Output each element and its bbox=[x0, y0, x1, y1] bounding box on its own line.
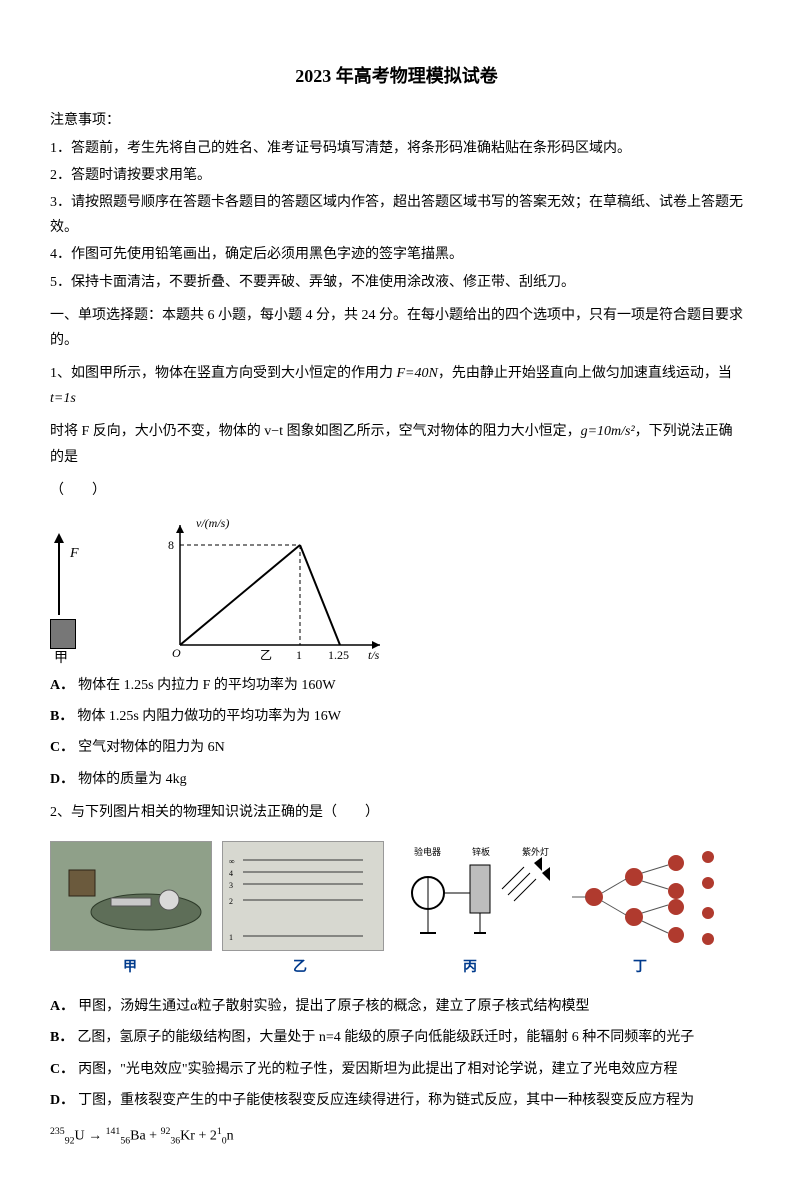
photoelectric-icon: 验电器 锌板 紫外灯 bbox=[394, 843, 554, 951]
q2-image-strip: ∞ 4 3 2 1 验电器 锌板 紫外灯 bbox=[50, 841, 743, 951]
panel-bing: 验电器 锌板 紫外灯 bbox=[394, 843, 554, 951]
svg-text:∞: ∞ bbox=[229, 857, 235, 866]
x-peak-label: 1 bbox=[296, 648, 302, 662]
svg-text:O: O bbox=[172, 646, 181, 660]
caption-bing: 丙 bbox=[390, 955, 550, 980]
x-axis-label: t/s bbox=[368, 648, 380, 662]
q1-choice-d: D． 物体的质量为 4kg bbox=[50, 767, 743, 792]
notice-item: 1．答题前，考生先将自己的姓名、准考证号码填写清楚，将条形码准确粘贴在条形码区域… bbox=[50, 136, 743, 161]
notice-item: 4．作图可先使用铅笔画出，确定后必须用黑色字迹的签字笔描黑。 bbox=[50, 242, 743, 267]
panel-jia bbox=[50, 841, 212, 951]
caption-jia: 甲 bbox=[50, 955, 210, 980]
vt-graph-icon: v/(m/s) t/s 8 O 1 1.25 乙 bbox=[150, 515, 390, 665]
choice-text: 乙图，氢原子的能级结构图，大量处于 n=4 能级的原子向低能级跃迁时，能辐射 6… bbox=[77, 1030, 694, 1045]
notice-item: 2．答题时请按要求用笔。 bbox=[50, 163, 743, 188]
q1-figures: F 甲 v/(m/s) t/s 8 O 1 1.25 乙 bbox=[50, 515, 743, 665]
q1-text: 时将 F 反向，大小仍不变，物体的 v−t 图象如图乙所示，空气对物体的阻力大小… bbox=[50, 424, 581, 439]
choice-text: 丁图，重核裂变产生的中子能使核裂变反应连续得进行，称为链式反应，其中一种核裂变反… bbox=[78, 1093, 694, 1108]
q2-choice-b: B． 乙图，氢原子的能级结构图，大量处于 n=4 能级的原子向低能级跃迁时，能辐射… bbox=[50, 1025, 743, 1050]
choice-text: 丙图，"光电效应"实验揭示了光的粒子性，爱因斯坦为此提出了相对论学说，建立了光电… bbox=[78, 1062, 677, 1077]
question-1-stem: 1、如图甲所示，物体在竖直方向受到大小恒定的作用力 F=40N，先由静止开始竖直… bbox=[50, 361, 743, 411]
choice-text: 甲图，汤姆生通过α粒子散射实验，提出了原子核的概念，建立了原子核式结构模型 bbox=[78, 999, 589, 1014]
question-2-stem: 2、与下列图片相关的物理知识说法正确的是（ ） bbox=[50, 800, 743, 825]
svg-text:4: 4 bbox=[229, 869, 233, 878]
svg-text:1: 1 bbox=[229, 933, 233, 942]
caption-ding: 丁 bbox=[560, 955, 720, 980]
notice-item: 3．请按照题号顺序在答题卡各题目的答题区域内作答，超出答题区域书写的答案无效；在… bbox=[50, 190, 743, 240]
choice-tag: A． bbox=[50, 678, 74, 693]
x-zero-label: 1.25 bbox=[328, 648, 349, 662]
choice-text: 物体 1.25s 内阻力做功的平均功率为为 16W bbox=[77, 709, 341, 724]
notice-item: 5．保持卡面清洁，不要折叠、不要弄破、弄皱，不准使用涂改液、修正带、刮纸刀。 bbox=[50, 270, 743, 295]
y-axis-label: v/(m/s) bbox=[196, 516, 229, 530]
svg-text:2: 2 bbox=[229, 897, 233, 906]
block-icon bbox=[50, 619, 76, 649]
caption-yi: 乙 bbox=[220, 955, 380, 980]
choice-tag: C． bbox=[50, 740, 74, 755]
choice-tag: B． bbox=[50, 709, 73, 724]
figure-yi: v/(m/s) t/s 8 O 1 1.25 乙 bbox=[150, 515, 390, 665]
figure-jia-caption: 甲 bbox=[54, 646, 68, 671]
figure-jia: F 甲 bbox=[50, 535, 120, 665]
notice-header: 注意事项： bbox=[50, 108, 743, 133]
y-peak-label: 8 bbox=[168, 538, 174, 552]
choice-text: 物体的质量为 4kg bbox=[78, 772, 187, 787]
q2-choice-c: C． 丙图，"光电效应"实验揭示了光的粒子性，爱因斯坦为此提出了相对论学说，建立了… bbox=[50, 1057, 743, 1082]
q1-t-expr: t=1s bbox=[50, 391, 76, 406]
q2-choice-a: A． 甲图，汤姆生通过α粒子散射实验，提出了原子核的概念，建立了原子核式结构模型 bbox=[50, 994, 743, 1019]
q2-captions: 甲 乙 丙 丁 bbox=[50, 955, 743, 980]
choice-tag: D． bbox=[50, 772, 74, 787]
q1-f-expr: F=40N bbox=[397, 366, 438, 381]
panel-ding bbox=[564, 843, 724, 951]
choice-tag: C． bbox=[50, 1062, 74, 1077]
chain-reaction-icon bbox=[564, 843, 724, 951]
svg-text:锌板: 锌板 bbox=[472, 846, 490, 857]
q1-choice-b: B． 物体 1.25s 内阻力做功的平均功率为为 16W bbox=[50, 704, 743, 729]
choice-text: 空气对物体的阻力为 6N bbox=[78, 740, 225, 755]
q1-g-expr: g=10m/s² bbox=[581, 424, 635, 439]
q1-choice-a: A． 物体在 1.25s 内拉力 F 的平均功率为 160W bbox=[50, 673, 743, 698]
page-title: 2023 年高考物理模拟试卷 bbox=[50, 60, 743, 92]
question-1-paren: （ ） bbox=[50, 478, 743, 503]
panel-yi: ∞ 4 3 2 1 bbox=[222, 841, 384, 951]
q2-equation: 23592U → 14156Ba + 9236Kr + 210n bbox=[50, 1123, 743, 1150]
choice-tag: B． bbox=[50, 1030, 73, 1045]
choice-tag: A． bbox=[50, 999, 74, 1014]
force-label: F bbox=[70, 541, 79, 566]
q1-choice-c: C． 空气对物体的阻力为 6N bbox=[50, 735, 743, 760]
svg-text:紫外灯: 紫外灯 bbox=[522, 846, 549, 857]
choice-text: 物体在 1.25s 内拉力 F 的平均功率为 160W bbox=[78, 678, 335, 693]
section-1-intro: 一、单项选择题：本题共 6 小题，每小题 4 分，共 24 分。在每小题给出的四… bbox=[50, 303, 743, 353]
question-1-stem-2: 时将 F 反向，大小仍不变，物体的 v−t 图象如图乙所示，空气对物体的阻力大小… bbox=[50, 419, 743, 469]
energy-levels-icon: ∞ 4 3 2 1 bbox=[223, 842, 383, 950]
figure-yi-caption: 乙 bbox=[260, 648, 272, 662]
notice-block: 注意事项： 1．答题前，考生先将自己的姓名、准考证号码填写清楚，将条形码准确粘贴… bbox=[50, 108, 743, 294]
q2-choice-d: D． 丁图，重核裂变产生的中子能使核裂变反应连续得进行，称为链式反应，其中一种核裂… bbox=[50, 1088, 743, 1113]
q1-text: 1、如图甲所示，物体在竖直方向受到大小恒定的作用力 bbox=[50, 366, 397, 381]
choice-tag: D． bbox=[50, 1093, 74, 1108]
svg-text:验电器: 验电器 bbox=[414, 846, 441, 857]
svg-text:3: 3 bbox=[229, 881, 233, 890]
q1-text: ，先由静止开始竖直向上做匀加速直线运动，当 bbox=[438, 366, 732, 381]
force-arrow-icon bbox=[58, 535, 60, 615]
alpha-scattering-icon bbox=[51, 842, 211, 950]
